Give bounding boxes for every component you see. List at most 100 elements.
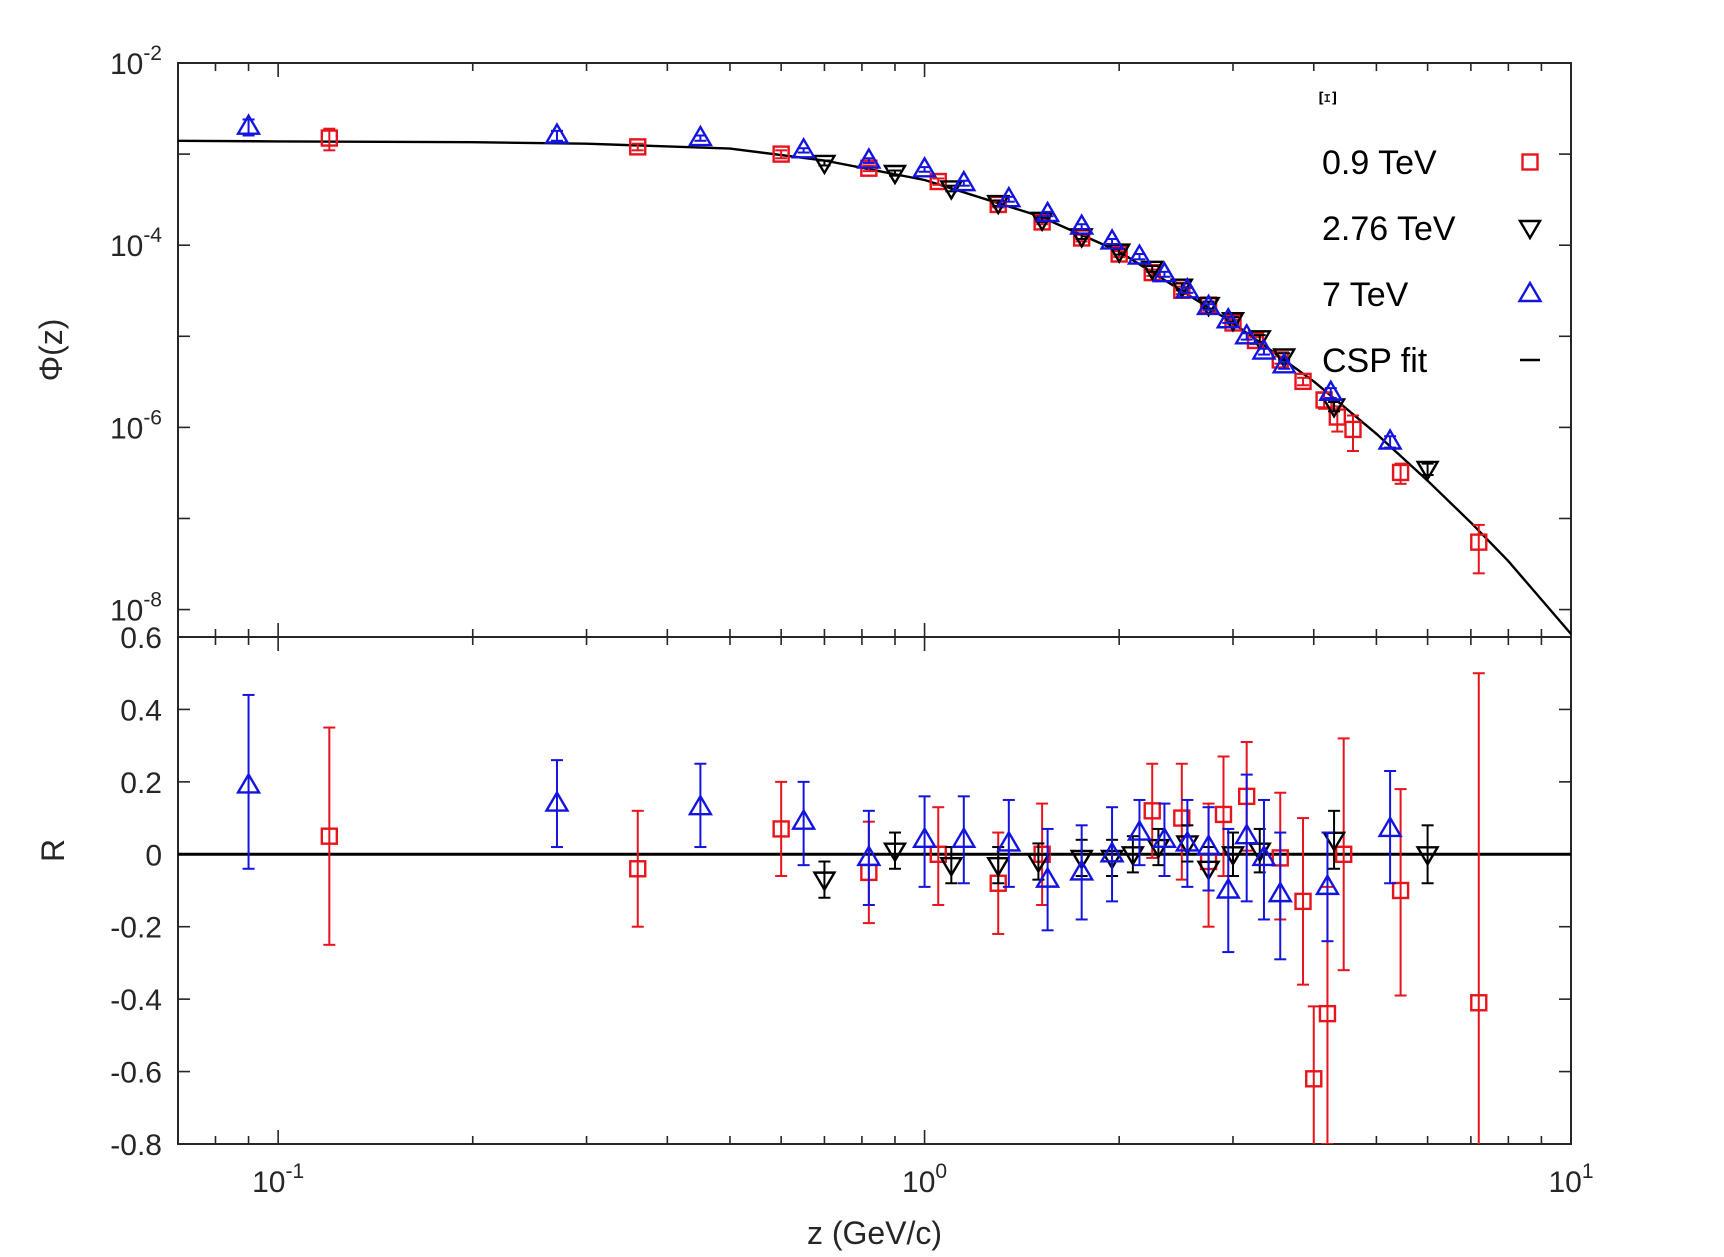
residual-point [1069,859,1095,881]
residual-error [1002,798,1015,888]
data-point [687,124,713,147]
legend-label: CSP fit [1322,342,1428,380]
data-point-error [1421,462,1434,477]
residual-point [856,844,882,867]
residual-error [242,693,255,870]
residual-series-0.9-tev [320,672,1488,1144]
residual-point [1314,873,1341,896]
legend: 0.9 TeV 2.76 TeV 7 TeV CSP fit [1322,144,1543,380]
data-point [544,122,570,144]
residual-point [1195,833,1222,856]
data-point [986,194,1011,216]
y-tick-label: -0.6 [110,1057,162,1090]
residual-error [1337,737,1350,972]
data-point [856,147,882,169]
data-point [1251,338,1277,360]
residual-point [1143,802,1161,820]
data-point [1294,372,1312,391]
data-point [882,164,908,186]
residual-error [1472,672,1485,1144]
residual-error [918,795,931,888]
residual-error [694,762,707,849]
residual-series-7-tev [235,693,1403,961]
residual-error [1133,798,1146,867]
residual-point [996,830,1022,852]
residual-point [320,827,339,845]
data-point-error [775,149,788,160]
data-point [1099,228,1125,250]
residual-point [812,871,837,893]
data-point [320,129,339,147]
y-tick-label: -0.8 [110,1129,162,1162]
residual-error [1297,817,1310,986]
residual-error [1257,798,1270,921]
legend-item: 0.9 TeV [1322,144,1539,182]
residual-point [1126,819,1153,841]
residual-point [1294,892,1312,911]
residual-point [1251,844,1277,867]
legend-marker [1521,153,1539,171]
y-tick-label: 0.2 [120,767,162,800]
residual-point [1099,840,1125,863]
residual-point [911,826,938,848]
y-tick-label: 0.6 [120,622,162,655]
residual-point [986,856,1011,878]
data-point [1234,322,1260,345]
residual-error [888,831,901,870]
residual-error [862,809,875,906]
species-label: Ξ [1317,90,1342,105]
residual-point [772,820,790,838]
residual-point [1174,830,1200,852]
residual-error [1274,831,1287,961]
residual-point [882,842,908,864]
residual-point [1120,846,1145,867]
residual-error [945,846,958,885]
legend-label: 7 TeV [1322,276,1409,314]
x-tick-label: 101 [1548,1160,1593,1199]
residual-point [687,793,713,816]
legend-item: 2.76 TeV [1322,210,1543,248]
data-point [629,138,647,156]
residual-error [1158,802,1171,878]
residual-error [797,780,810,867]
residual-point [1151,826,1178,848]
residual-point [791,808,817,830]
residual-error [1222,827,1235,954]
data-point [1470,533,1488,551]
data-point [235,113,262,135]
residual-error [1421,824,1434,885]
data-point [1377,428,1403,450]
legend-marker [1517,219,1543,241]
residual-error [1181,798,1194,888]
x-tick-label: 100 [902,1160,947,1199]
top-panel: 10-2 10-4 10-6 10-8 [110,42,1572,638]
data-point [1344,420,1362,439]
y-tick-label: 10-6 [110,406,162,445]
residual-point [1234,822,1260,845]
data-point [996,185,1022,208]
data-point-error [631,142,644,152]
data-point [1272,348,1297,369]
residual-point [1214,805,1233,824]
y-tick-label: 10-4 [110,224,162,263]
residual-point [1318,1004,1337,1023]
data-point [1035,200,1061,223]
residual-point [544,790,570,812]
data-point [1069,213,1095,235]
y-tick-label: -0.2 [110,912,162,945]
residual-error [1384,769,1397,885]
residual-point [929,845,947,863]
residual-error [323,726,336,946]
data-point [1215,306,1241,329]
data-point [1415,460,1440,482]
residual-point [1267,880,1293,903]
residual-point [951,826,977,848]
series-7-tev [235,113,1403,450]
y-tick-label: 0.4 [120,694,162,727]
x-tick-label: 10-1 [252,1160,304,1199]
bottom-plot-frame [177,636,1572,1145]
residual-error [1240,773,1253,903]
residual-point [629,860,647,878]
data-point [772,145,790,163]
residual-point [1321,831,1347,853]
